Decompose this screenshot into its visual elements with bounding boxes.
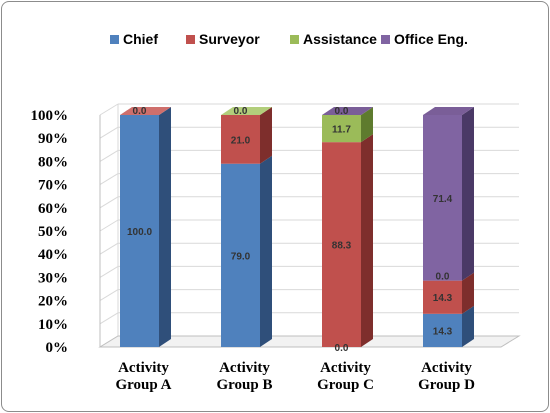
data-label: 88.3: [332, 241, 352, 252]
bar-side: [462, 305, 474, 347]
y-tick-label: 90%: [38, 131, 68, 147]
data-label: 11.7: [332, 125, 351, 136]
bar-2-3: [322, 142, 361, 347]
data-label: 0.0: [335, 343, 349, 354]
bar-side: [361, 134, 373, 347]
legend: Chief Surveyor Assistance Office Eng.: [110, 31, 468, 47]
data-label: 0.0: [133, 106, 147, 117]
bar-2-2: [221, 115, 260, 164]
legend-swatch: [381, 35, 390, 44]
bar-side: [260, 107, 272, 164]
bar-top: [120, 107, 171, 115]
data-label: 0.0: [335, 106, 349, 117]
y-tick-label: 30%: [38, 270, 68, 286]
x-tick-label: Activity Group A: [116, 360, 172, 393]
bar-side: [462, 272, 474, 314]
data-label: 14.3: [433, 326, 453, 337]
data-label: 79.0: [231, 251, 251, 262]
bar-top: [423, 107, 474, 115]
y-tick-label: 70%: [38, 178, 68, 194]
bar-side: [260, 155, 272, 347]
legend-swatch: [186, 35, 195, 44]
bar-2-4: [423, 280, 462, 314]
legend-label: Surveyor: [199, 31, 260, 47]
x-tick-label: Activity Group C: [317, 360, 374, 393]
bar-top: [322, 107, 373, 115]
gridline-side: [99, 242, 119, 255]
y-tick-label: 60%: [38, 201, 68, 217]
legend-label: Office Eng.: [394, 31, 468, 47]
bar-3-3: [322, 115, 361, 143]
gridline-side: [99, 173, 119, 186]
gridline-side: [99, 103, 119, 116]
y-tick-label: 20%: [38, 294, 68, 310]
data-label: 71.4: [433, 194, 453, 205]
gridline-side: [99, 219, 119, 232]
legend-label: Assistance: [303, 31, 377, 47]
y-tick-label: 80%: [38, 154, 68, 170]
gridline-side: [99, 196, 119, 209]
axes: 0% 10% 20% 30% 40% 50% 60% 70% 80% 90% 100% Activit…: [31, 104, 521, 393]
bar-side: [361, 107, 373, 143]
data-label: 14.3: [433, 293, 453, 304]
y-tick-label: 50%: [38, 224, 68, 240]
data-label: 0.0: [234, 106, 248, 117]
bar-4-4: [423, 115, 462, 281]
x-tick-label: Activity Group D: [418, 360, 475, 393]
y-tick-label: 100%: [31, 108, 69, 124]
y-tick-label: 10%: [38, 317, 68, 333]
legend-swatch: [110, 35, 119, 44]
y-tick-label: 0%: [46, 340, 69, 356]
bar-1-2: [221, 163, 260, 347]
bar-1-4: [423, 313, 462, 347]
gridline-side: [99, 312, 119, 325]
gridline-side: [99, 289, 119, 302]
data-label: 21.0: [231, 135, 251, 146]
x-tick-label: Activity Group B: [217, 360, 273, 393]
bars: [120, 107, 474, 347]
legend-swatch: [290, 35, 299, 44]
data-labels: 100.0 0.0 79.0 21.0 0.0 0.0 88.3 11.7 0.0 14.3 14.…: [127, 106, 453, 354]
gridline-side: [99, 126, 119, 139]
gridline-side: [99, 265, 119, 278]
y-tick-label: 40%: [38, 247, 68, 263]
data-label: 100.0: [127, 227, 152, 238]
legend-label: Chief: [123, 31, 158, 47]
bar-top: [221, 107, 272, 115]
floor: [98, 335, 521, 348]
data-label: 0.0: [436, 272, 450, 283]
bar-1-1: [120, 115, 159, 347]
bar-side: [159, 107, 171, 347]
gridline-side: [99, 149, 119, 162]
bar-side: [462, 107, 474, 281]
